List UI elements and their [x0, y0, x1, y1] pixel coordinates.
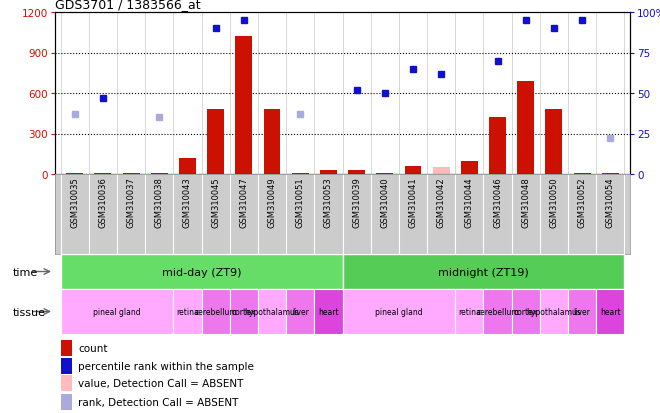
Bar	[207, 110, 224, 175]
Text: mid-day (ZT9): mid-day (ZT9)	[162, 267, 242, 277]
Bar	[574, 174, 591, 175]
Text: time: time	[13, 267, 38, 277]
Text: GDS3701 / 1383566_at: GDS3701 / 1383566_at	[55, 0, 201, 11]
Bar	[596, 289, 624, 334]
Text: GSM310051: GSM310051	[296, 177, 305, 228]
Text: heart: heart	[318, 307, 339, 316]
Text: GSM310043: GSM310043	[183, 177, 192, 228]
Bar	[320, 171, 337, 175]
Bar	[343, 254, 624, 289]
Text: liver: liver	[292, 307, 309, 316]
Bar	[61, 375, 72, 391]
Text: GSM310045: GSM310045	[211, 177, 220, 228]
Bar	[314, 289, 343, 334]
Bar	[61, 394, 72, 410]
Text: pineal gland: pineal gland	[375, 307, 422, 316]
Bar	[151, 174, 168, 175]
Text: GSM310039: GSM310039	[352, 177, 361, 228]
Bar	[602, 174, 618, 175]
Bar	[517, 82, 534, 175]
Bar	[376, 174, 393, 175]
Bar	[61, 340, 72, 356]
Text: GSM310038: GSM310038	[155, 177, 164, 228]
Bar	[343, 289, 455, 334]
Text: tissue: tissue	[13, 307, 46, 317]
Bar	[94, 174, 112, 175]
Text: percentile rank within the sample: percentile rank within the sample	[78, 361, 254, 371]
Bar	[433, 168, 449, 175]
Text: GSM310054: GSM310054	[606, 177, 614, 228]
Bar	[61, 254, 343, 289]
Text: GSM310049: GSM310049	[267, 177, 277, 228]
Text: GSM310052: GSM310052	[578, 177, 587, 228]
Text: pineal gland: pineal gland	[93, 307, 141, 316]
Bar	[230, 289, 258, 334]
Bar	[545, 110, 562, 175]
Bar	[179, 159, 196, 175]
Text: GSM310041: GSM310041	[409, 177, 418, 228]
Bar	[512, 289, 540, 334]
Text: count: count	[78, 343, 108, 354]
Text: GSM310040: GSM310040	[380, 177, 389, 228]
Bar	[405, 166, 422, 175]
Text: hypothalamus: hypothalamus	[527, 307, 581, 316]
Bar	[483, 289, 512, 334]
Bar	[258, 289, 286, 334]
Bar	[66, 174, 83, 175]
Bar	[236, 37, 252, 175]
Text: hypothalamus: hypothalamus	[245, 307, 300, 316]
Bar	[489, 118, 506, 175]
Text: rank, Detection Call = ABSENT: rank, Detection Call = ABSENT	[78, 397, 238, 407]
Bar	[540, 289, 568, 334]
Text: GSM310050: GSM310050	[549, 177, 558, 228]
Text: GSM310036: GSM310036	[98, 177, 108, 228]
Text: GSM310047: GSM310047	[240, 177, 248, 228]
Bar	[263, 110, 280, 175]
Text: heart: heart	[600, 307, 620, 316]
Text: value, Detection Call = ABSENT: value, Detection Call = ABSENT	[78, 378, 244, 388]
Text: GSM310037: GSM310037	[127, 177, 135, 228]
Text: GSM310044: GSM310044	[465, 177, 474, 228]
Text: GSM310048: GSM310048	[521, 177, 530, 228]
Text: GSM310042: GSM310042	[437, 177, 446, 228]
Bar	[123, 174, 139, 175]
Text: retina: retina	[458, 307, 480, 316]
Bar	[568, 289, 596, 334]
Text: GSM310053: GSM310053	[324, 177, 333, 228]
Text: cortex: cortex	[513, 307, 538, 316]
Text: cortex: cortex	[232, 307, 256, 316]
Bar	[61, 289, 174, 334]
Text: cerebellum: cerebellum	[194, 307, 237, 316]
Bar	[174, 289, 201, 334]
Text: retina: retina	[176, 307, 199, 316]
Bar	[455, 289, 483, 334]
Bar	[348, 171, 365, 175]
Text: liver: liver	[574, 307, 591, 316]
Bar	[286, 289, 314, 334]
Text: midnight (ZT19): midnight (ZT19)	[438, 267, 529, 277]
Bar	[201, 289, 230, 334]
Bar	[461, 161, 478, 175]
Text: GSM310035: GSM310035	[70, 177, 79, 228]
Text: GSM310046: GSM310046	[493, 177, 502, 228]
Bar	[292, 174, 309, 175]
Bar	[61, 358, 72, 374]
Text: cerebellum: cerebellum	[476, 307, 519, 316]
